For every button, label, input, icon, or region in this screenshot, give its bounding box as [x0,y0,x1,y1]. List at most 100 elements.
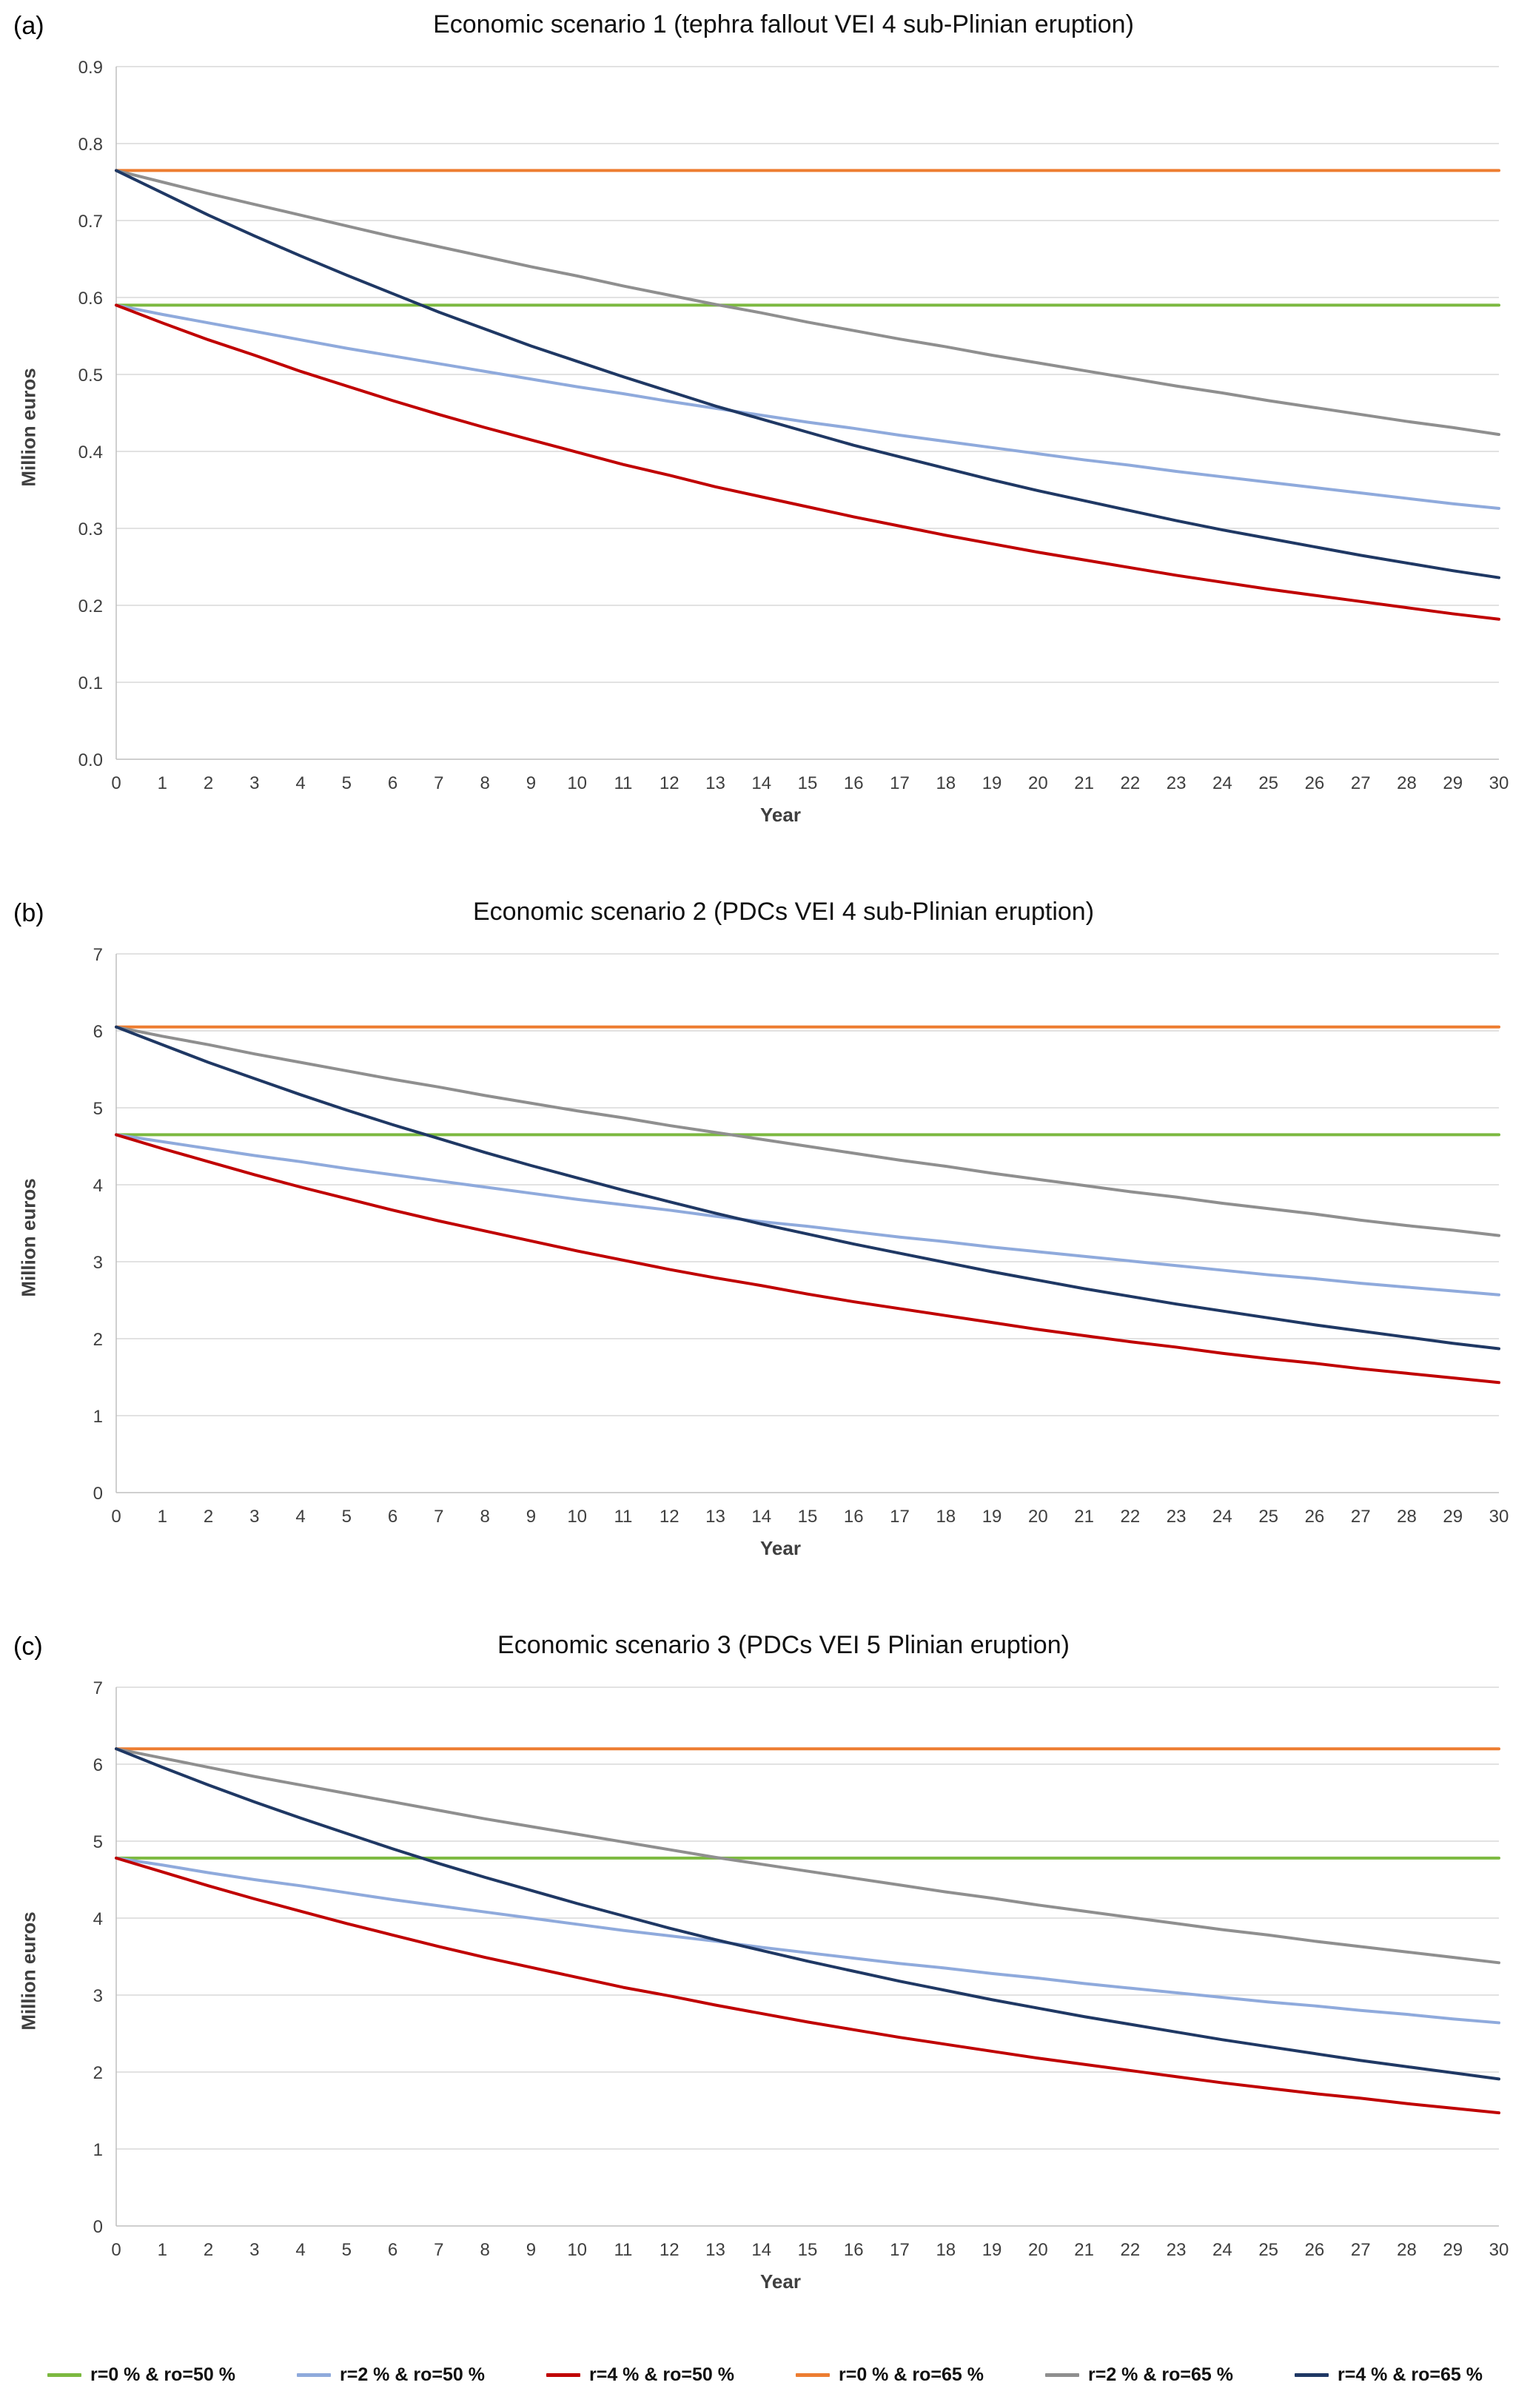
x-tick-label: 3 [249,773,259,793]
series-line [115,303,1500,510]
x-tick-label: 25 [1258,773,1278,793]
chart-body: Million euros 0 1 2 3 4 5 6 7 0 1 2 3 4 5 6 7 8 9 10 11 12 13… [12,1677,1511,2264]
x-tick-label: 28 [1397,2240,1417,2260]
series-line [115,1133,1500,1385]
chart-header: (c) Economic scenario 3 (PDCs VEI 5 Plin… [12,1631,1511,1674]
x-tick-label: 29 [1443,1507,1463,1527]
x-tick-label: 14 [751,2240,771,2260]
x-tick-label: 27 [1351,1507,1371,1527]
legend: r=0 % & ro=50 % r=2 % & ro=50 % r=4 % & ro… [0,2364,1530,2386]
x-tick-label: 25 [1258,1507,1278,1527]
x-tick-label: 23 [1167,2240,1187,2260]
x-tick-label: 21 [1074,773,1094,793]
y-tick-label: 2 [93,2063,103,2083]
legend-swatch [1295,2373,1329,2377]
y-tick-label: 0.8 [78,135,103,155]
x-tick-label: 30 [1489,773,1509,793]
x-tick-label: 1 [158,1507,167,1527]
x-tick-label: 26 [1305,1507,1325,1527]
legend-label: r=2 % & ro=50 % [340,2364,485,2385]
x-axis-title: Year [760,1537,801,1559]
x-tick-label: 20 [1028,2240,1048,2260]
x-tick-label: 6 [388,2240,397,2260]
x-tick-label: 27 [1351,773,1371,793]
x-tick-label: 24 [1212,773,1232,793]
plot-area: 0 1 2 3 4 5 6 7 0 1 2 3 4 5 6 7 8 9 10 11 12 13 14 15 16 17 18 19 20… [46,1677,1515,2264]
legend-item: r=4 % & ro=65 % [1295,2364,1483,2386]
chart-panel-b: (b) Economic scenario 2 (PDCs VEI 4 sub-… [0,898,1530,1560]
x-tick-label: 12 [660,773,680,793]
y-tick-label: 0 [93,1484,103,1504]
x-tick-label: 11 [614,2240,632,2260]
x-tick-label: 22 [1121,773,1141,793]
series-line [115,1025,1500,1237]
x-tick-label: 20 [1028,773,1048,793]
x-tick-label: 11 [614,1507,632,1527]
x-tick-label: 21 [1074,2240,1094,2260]
y-tick-label: 4 [93,1176,103,1196]
chart-title: Economic scenario 2 (PDCs VEI 4 sub-Plin… [472,898,1095,926]
panel-label: (b) [13,899,44,927]
chart-panel-c: (c) Economic scenario 3 (PDCs VEI 5 Plin… [0,1631,1530,2293]
x-tick-label: 22 [1121,1507,1141,1527]
x-tick-label: 4 [295,773,305,793]
x-tick-label: 18 [936,2240,956,2260]
legend-item: r=2 % & ro=65 % [1045,2364,1233,2386]
x-tick-label: 14 [751,1507,771,1527]
chart-svg: 0.00.10.20.30.40.50.60.70.80.90 1 2 3 4 5 6 7 8 9… [78,58,1509,793]
legend-item: r=4 % & ro=50 % [546,2364,734,2386]
x-tick-label: 18 [936,773,956,793]
y-tick-label: 1 [93,1407,103,1427]
x-tick-label: 28 [1397,1507,1417,1527]
y-tick-label: 2 [93,1330,103,1350]
legend-label: r=4 % & ro=65 % [1338,2364,1483,2385]
y-tick-label: 0.4 [78,443,103,463]
chart-header: (a) Economic scenario 1 (tephra fallout … [12,10,1511,53]
x-tick-label: 25 [1258,2240,1278,2260]
series-line [115,303,1500,621]
y-axis-title-wrap: Million euros [12,1178,46,1297]
y-tick-label: 0.7 [78,212,103,232]
x-tick-label: 29 [1443,773,1463,793]
legend-item: r=2 % & ro=50 % [297,2364,485,2386]
y-tick-label: 7 [93,1678,103,1698]
x-tick-label: 9 [526,773,536,793]
y-axis-title: Million euros [17,1177,40,1297]
x-tick-label: 12 [660,2240,680,2260]
x-tick-label: 2 [204,773,213,793]
series-line [115,1856,1500,2025]
x-tick-label: 19 [982,2240,1002,2260]
series-line [115,169,1500,437]
y-tick-label: 5 [93,1832,103,1852]
x-tick-label: 4 [295,2240,305,2260]
y-tick-label: 0.2 [78,596,103,616]
series-line [115,169,1500,579]
legend-swatch [796,2373,830,2377]
x-tick-label: 16 [844,2240,864,2260]
x-tick-label: 15 [798,2240,818,2260]
y-tick-label: 6 [93,1755,103,1775]
legend-swatch [1045,2373,1079,2377]
x-tick-label: 27 [1351,2240,1371,2260]
y-tick-label: 0.6 [78,289,103,309]
chart-panel-a: (a) Economic scenario 1 (tephra fallout … [0,10,1530,827]
legend-label: r=4 % & ro=50 % [589,2364,734,2385]
x-tick-label: 22 [1121,2240,1141,2260]
chart-title: Economic scenario 3 (PDCs VEI 5 Plinian … [497,1631,1070,1659]
x-tick-label: 13 [705,773,725,793]
x-tick-label: 30 [1489,2240,1509,2260]
x-axis-title: Year [760,804,801,826]
series-line [115,1856,1500,2115]
series-line [115,1747,1500,2081]
x-tick-label: 0 [111,2240,121,2260]
x-tick-label: 10 [567,1507,587,1527]
x-tick-label: 23 [1167,773,1187,793]
chart-body: Million euros 0.0 0.1 0.2 0.3 0.4 0.5 0.6 0.7 0.… [12,56,1511,798]
x-tick-label: 5 [342,1507,352,1527]
y-tick-label: 7 [93,945,103,965]
y-axis-title-wrap: Million euros [12,1911,46,2030]
x-tick-label: 6 [388,1507,397,1527]
chart-title: Economic scenario 1 (tephra fallout VEI … [433,10,1134,38]
x-tick-label: 30 [1489,1507,1509,1527]
